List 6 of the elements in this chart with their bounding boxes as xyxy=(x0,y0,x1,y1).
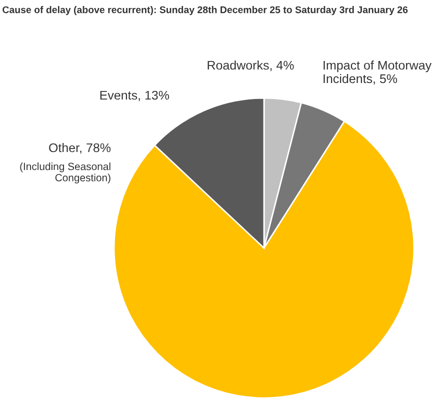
slice-label: Impact of Motorway Incidents, 5% xyxy=(324,60,432,85)
text: (Including Seasonal Congestion) xyxy=(20,162,110,184)
slice-label: Other, 78% xyxy=(49,143,111,154)
slice-label: Events, 13% xyxy=(100,90,170,102)
slice-label: Roadworks, 4% xyxy=(208,60,294,72)
chart-title: Cause of delay (above recurrent): Sunday 28th December 25 to Saturday 3rd January 26 xyxy=(2,6,408,16)
